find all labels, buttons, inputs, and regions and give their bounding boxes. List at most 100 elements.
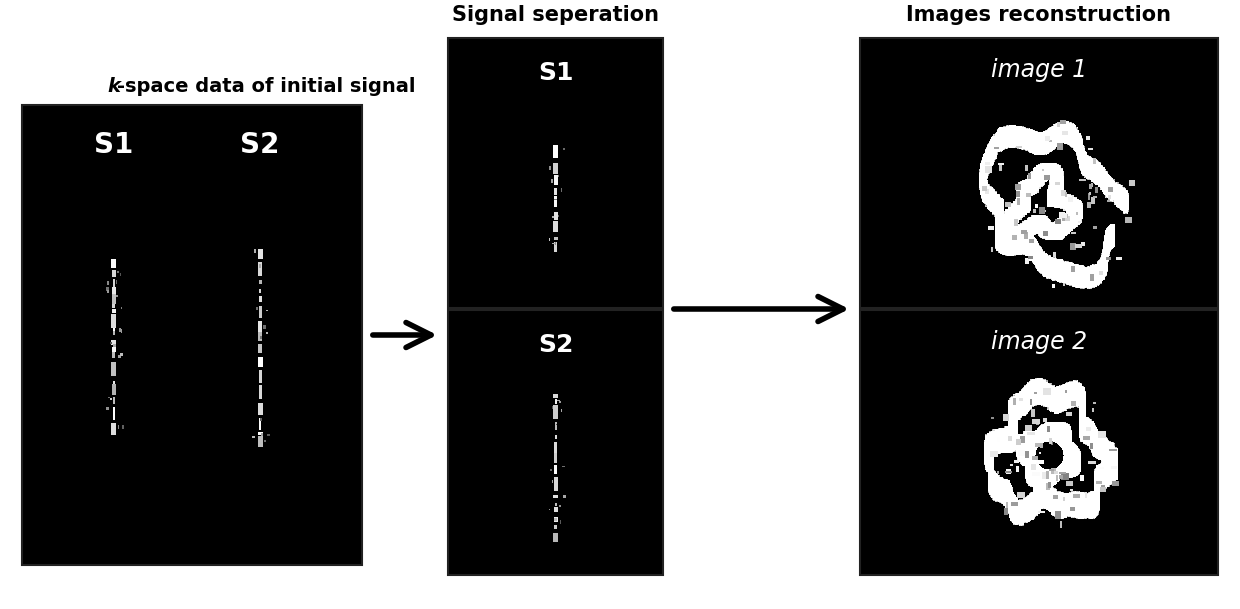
Bar xyxy=(553,495,558,498)
Bar xyxy=(549,469,552,471)
Bar xyxy=(260,336,262,339)
Bar xyxy=(554,525,557,529)
Bar xyxy=(259,289,260,293)
Bar xyxy=(553,221,558,232)
Bar xyxy=(258,436,263,447)
Bar xyxy=(548,166,552,170)
Bar xyxy=(262,433,263,435)
Bar xyxy=(119,273,122,276)
Text: k: k xyxy=(107,77,120,96)
Bar xyxy=(258,262,262,276)
Bar xyxy=(259,264,262,268)
Bar xyxy=(554,465,557,474)
Bar xyxy=(112,270,115,277)
Bar xyxy=(549,509,551,510)
Bar xyxy=(258,306,262,318)
Bar xyxy=(112,384,115,395)
Bar xyxy=(263,325,267,328)
Bar xyxy=(105,287,109,290)
Bar xyxy=(548,238,549,241)
Bar xyxy=(113,407,115,420)
Text: image 2: image 2 xyxy=(991,330,1087,354)
Bar xyxy=(558,175,559,177)
Bar xyxy=(258,321,262,332)
Bar xyxy=(553,212,558,220)
Bar xyxy=(107,407,109,410)
Bar xyxy=(448,38,663,308)
Bar xyxy=(118,271,119,273)
Bar xyxy=(558,215,559,217)
Bar xyxy=(554,199,557,200)
Bar xyxy=(861,38,1218,308)
Bar xyxy=(563,495,565,498)
Bar xyxy=(117,295,118,297)
Bar xyxy=(258,332,262,341)
Bar xyxy=(109,342,112,345)
Bar xyxy=(118,425,119,429)
Bar xyxy=(113,352,115,358)
Bar xyxy=(257,307,258,309)
Bar xyxy=(553,393,558,398)
Bar xyxy=(112,340,117,345)
Bar xyxy=(112,294,115,304)
Bar xyxy=(552,480,553,483)
Bar xyxy=(559,519,562,524)
Bar xyxy=(554,188,557,195)
Bar xyxy=(552,216,554,217)
Bar xyxy=(110,398,112,400)
Bar xyxy=(258,403,263,415)
Bar xyxy=(114,363,115,365)
Bar xyxy=(553,405,558,419)
Text: S2: S2 xyxy=(538,333,573,357)
Bar xyxy=(258,370,262,383)
Bar xyxy=(554,452,557,463)
Text: S1: S1 xyxy=(94,131,134,159)
Bar xyxy=(113,279,115,287)
Bar xyxy=(113,397,115,404)
Bar xyxy=(553,477,558,491)
Bar xyxy=(107,281,109,285)
Bar xyxy=(118,355,120,358)
Bar xyxy=(563,148,565,150)
Bar xyxy=(554,399,557,404)
Bar xyxy=(553,533,558,541)
Bar xyxy=(448,310,663,575)
Bar xyxy=(554,196,557,207)
Bar xyxy=(553,237,558,240)
Bar xyxy=(258,385,262,400)
Bar xyxy=(554,442,557,452)
Bar xyxy=(560,188,563,192)
Bar xyxy=(264,440,265,442)
Bar xyxy=(112,259,117,268)
Bar xyxy=(113,331,115,335)
Bar xyxy=(22,105,362,565)
Bar xyxy=(112,309,115,313)
Bar xyxy=(113,381,115,384)
Text: Signal seperation: Signal seperation xyxy=(453,5,658,25)
Bar xyxy=(113,304,115,308)
Bar xyxy=(108,397,110,398)
Bar xyxy=(258,344,262,353)
Bar xyxy=(553,163,558,174)
Text: Images reconstruction: Images reconstruction xyxy=(906,5,1172,25)
Bar xyxy=(554,421,557,430)
Bar xyxy=(122,425,124,429)
Bar xyxy=(258,280,262,284)
Bar xyxy=(258,249,263,259)
Bar xyxy=(554,435,557,438)
Bar xyxy=(553,175,558,185)
Bar xyxy=(254,249,255,253)
Bar xyxy=(553,516,558,522)
Bar xyxy=(552,243,554,244)
Bar xyxy=(259,418,260,430)
Bar xyxy=(258,432,263,435)
Bar xyxy=(861,310,1218,575)
Bar xyxy=(554,518,557,521)
Bar xyxy=(112,314,117,328)
Bar xyxy=(553,507,558,512)
Bar xyxy=(112,287,115,294)
Bar xyxy=(559,401,562,403)
Text: S1: S1 xyxy=(538,61,573,85)
Bar xyxy=(553,145,558,158)
Bar xyxy=(552,406,553,409)
